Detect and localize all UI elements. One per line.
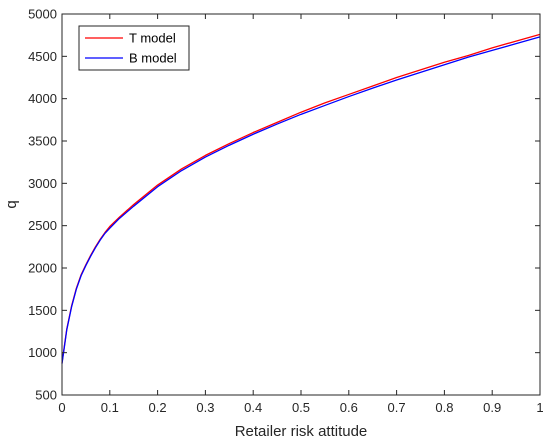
y-tick-label: 5000 <box>28 7 57 22</box>
y-tick-label: 4000 <box>28 91 57 106</box>
y-axis-ticks: 500 1000 1500 2000 2500 3000 3500 4000 4500 5000 <box>28 7 540 403</box>
x-axis-ticks: 0 0.1 0.2 0.3 0.4 0.5 0.6 0.7 0.8 0.9 1 <box>58 14 544 415</box>
x-tick-label: 0.6 <box>340 400 358 415</box>
x-tick-label: 0.3 <box>196 400 214 415</box>
plot-lines <box>61 33 541 364</box>
y-tick-label: 500 <box>35 388 57 403</box>
x-tick-label: 0.9 <box>483 400 501 415</box>
x-tick-label: 0.7 <box>388 400 406 415</box>
y-axis-label: q <box>3 200 20 208</box>
y-tick-label: 4500 <box>28 49 57 64</box>
x-tick-label: 0.1 <box>101 400 119 415</box>
legend-label-b-model: B model <box>129 51 177 66</box>
y-tick-label: 3000 <box>28 176 57 191</box>
x-tick-label: 0.4 <box>244 400 262 415</box>
x-axis-label: Retailer risk attitude <box>235 423 368 440</box>
x-tick-label: 1 <box>536 400 543 415</box>
legend-box <box>78 25 190 71</box>
x-tick-label: 0.8 <box>435 400 453 415</box>
x-tick-label: 0.5 <box>292 400 310 415</box>
y-tick-label: 1500 <box>28 303 57 318</box>
y-tick-label: 2500 <box>28 218 57 233</box>
y-tick-label: 2000 <box>28 261 57 276</box>
x-tick-label: 0.2 <box>149 400 167 415</box>
legend-label-t-model: T model <box>129 31 176 46</box>
x-tick-label: 0 <box>58 400 65 415</box>
series-line-b-model <box>61 36 541 364</box>
legend: T model B model <box>78 25 190 71</box>
y-tick-label: 1000 <box>28 345 57 360</box>
y-tick-label: 3500 <box>28 134 57 149</box>
